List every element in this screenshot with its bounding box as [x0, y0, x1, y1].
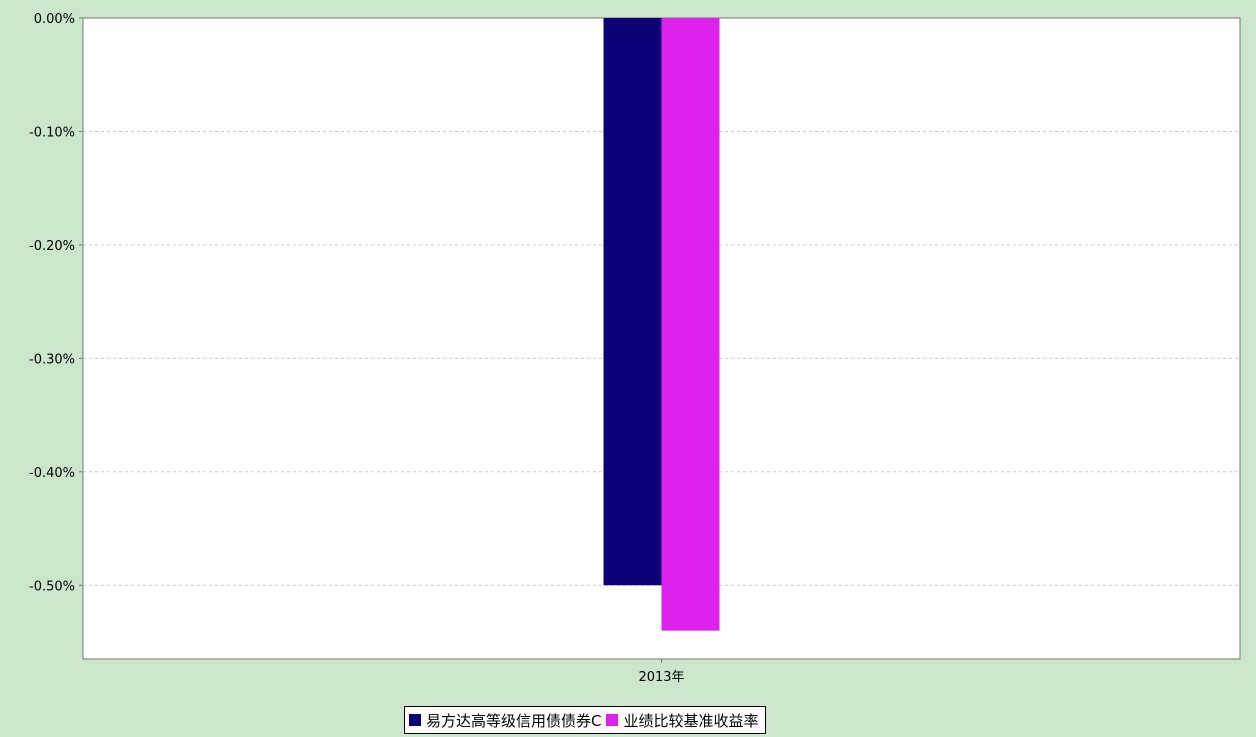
bar-benchmark — [661, 18, 720, 631]
bars — [603, 18, 720, 631]
y-tick-label: -0.50% — [29, 579, 75, 594]
y-tick-label: -0.30% — [29, 352, 75, 367]
legend-item-fund: 易方达高等级信用债债券C — [409, 710, 601, 731]
legend: 易方达高等级信用债债券C 业绩比较基准收益率 — [404, 706, 766, 734]
y-tick-label: -0.40% — [29, 466, 75, 481]
y-axis-ticks: 0.00% -0.10% -0.20% -0.30% -0.40% -0.50% — [29, 12, 83, 594]
y-tick-label: -0.10% — [29, 125, 75, 140]
legend-swatch-benchmark — [606, 714, 619, 726]
y-tick-label: 0.00% — [34, 12, 75, 27]
y-tick-label: -0.20% — [29, 239, 75, 254]
legend-item-benchmark: 业绩比较基准收益率 — [606, 710, 759, 731]
legend-label-benchmark: 业绩比较基准收益率 — [623, 711, 759, 730]
legend-swatch-fund — [409, 714, 421, 726]
bar-fund — [603, 18, 662, 586]
x-tick-label: 2013年 — [638, 670, 684, 685]
legend-label-fund: 易方达高等级信用债债券C — [426, 711, 602, 730]
x-axis-ticks: 2013年 — [638, 659, 685, 685]
